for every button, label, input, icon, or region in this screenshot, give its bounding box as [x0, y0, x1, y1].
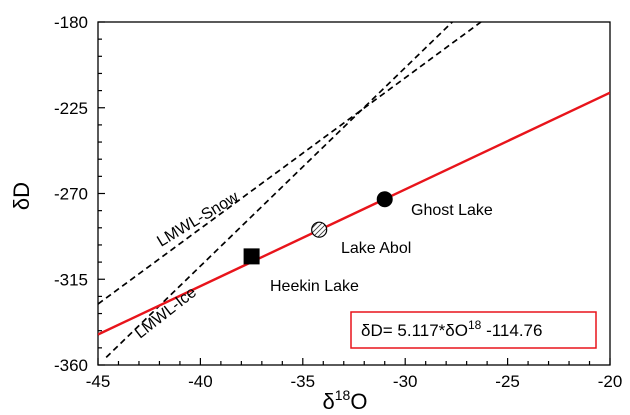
heekin-lake-label: Heekin Lake: [270, 278, 359, 295]
equation-box: [350, 311, 597, 349]
y-tick-label: -360: [54, 356, 88, 375]
y-axis-title: δD: [9, 182, 34, 210]
y-tick-label: -315: [54, 270, 88, 289]
x-axis-tick-labels: -45 -40 -35 -30 -25 -20: [86, 372, 623, 391]
x-axis-ticks: [97, 358, 611, 365]
lmwl-ice-line: [105, 22, 453, 358]
y-tick-label: -270: [54, 185, 88, 204]
x-tick-label: -25: [495, 372, 520, 391]
y-tick-label: -180: [54, 13, 88, 32]
data-points: [243, 191, 393, 265]
ghost-lake-point: [376, 191, 393, 208]
lake-abol-point: [311, 221, 328, 238]
y-tick-label: -225: [54, 99, 88, 118]
y-axis-ticks: [98, 21, 105, 366]
lake-abol-label: Lake Abol: [341, 240, 411, 257]
plot-area: [97, 21, 611, 366]
heekin-lake-point: [243, 248, 260, 265]
x-axis-title: δ18O: [323, 387, 368, 414]
fit-line: [98, 91, 610, 336]
x-tick-label: -20: [598, 372, 623, 391]
y-axis-tick-labels: -180 -225 -270 -315 -360: [54, 13, 88, 375]
x-tick-label: -30: [393, 372, 418, 391]
x-tick-label: -40: [188, 372, 213, 391]
ghost-lake-label: Ghost Lake: [411, 202, 493, 219]
series-lines: [98, 22, 610, 358]
equation-text: δD= 5.117*δO18 -114.76: [361, 318, 542, 340]
x-tick-label: -45: [86, 372, 111, 391]
x-tick-label: -35: [291, 372, 316, 391]
